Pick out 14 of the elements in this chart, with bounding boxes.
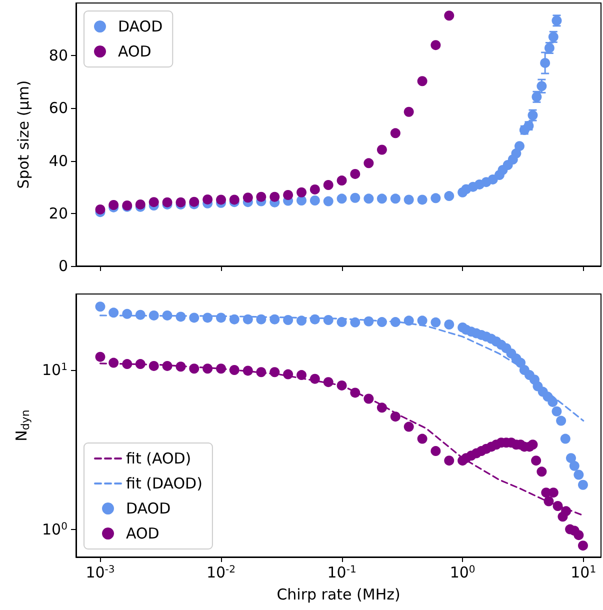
legend-label: AOD [118,42,152,60]
legend-label: DAOD [126,500,171,518]
legend-label: AOD [126,524,160,542]
y-tick-label: 80 [48,46,68,65]
y-tick-label: 0 [58,257,68,275]
y-tick-label: 40 [48,152,68,170]
y-tick-label: 60 [48,99,68,118]
legend-label: fit (AOD) [126,450,192,468]
y-tick-label: 20 [48,204,68,222]
y-axis-title: Spot size (μm) [14,80,32,189]
y-axis-title: Ndyn [12,410,32,442]
legend-label: DAOD [118,18,163,36]
legend-label: fit (DAOD) [126,474,202,492]
x-axis-title: Chirp rate (MHz) [276,586,400,604]
